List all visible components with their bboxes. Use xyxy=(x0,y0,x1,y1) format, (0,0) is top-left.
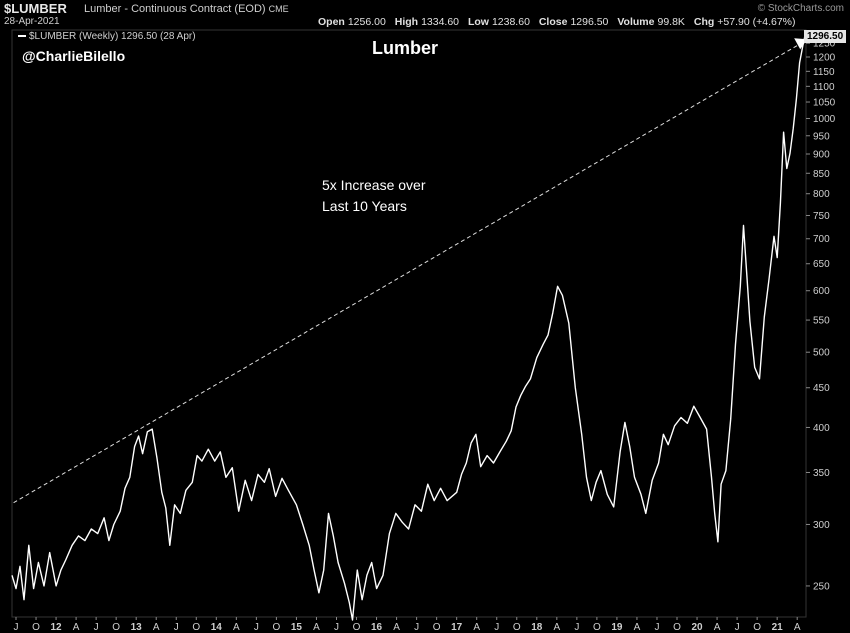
y-tick-label: 450 xyxy=(813,383,830,394)
annotation-text: 5x Increase over Last 10 Years xyxy=(322,175,426,217)
x-tick-label: A xyxy=(634,622,641,633)
annotation-line-2: Last 10 Years xyxy=(322,198,407,214)
y-tick-label: 300 xyxy=(813,520,830,531)
exchange-label: CME xyxy=(268,4,289,14)
x-tick-label: 19 xyxy=(611,622,623,633)
x-tick-label: O xyxy=(273,622,281,633)
x-tick-label: O xyxy=(353,622,361,633)
x-tick-label: O xyxy=(593,622,601,633)
ohlc-summary: Open 1256.00 High 1334.60 Low 1238.60 Close… xyxy=(318,16,796,28)
high-value: 1334.60 xyxy=(421,16,460,28)
chart-header: $LUMBER Lumber - Continuous Contract (EO… xyxy=(0,0,850,30)
description-label: Lumber - Continuous Contract (EOD) CME xyxy=(84,3,289,15)
annotation-line-1: 5x Increase over xyxy=(322,177,426,193)
symbol-label: $LUMBER xyxy=(4,1,67,16)
x-tick-label: J xyxy=(735,622,740,633)
x-tick-label: 15 xyxy=(291,622,303,633)
y-tick-label: 1000 xyxy=(813,114,836,125)
y-tick-label: 550 xyxy=(813,316,830,327)
y-tick-label: 1200 xyxy=(813,52,836,63)
x-tick-label: 12 xyxy=(51,622,63,633)
x-tick-label: A xyxy=(73,622,80,633)
legend-swatch xyxy=(18,35,26,38)
x-tick-label: O xyxy=(433,622,441,633)
x-tick-label: 14 xyxy=(211,622,223,633)
change-value: +57.90 (+4.67%) xyxy=(717,16,796,28)
y-tick-label: 250 xyxy=(813,581,830,592)
brand-label: © StockCharts.com xyxy=(757,3,844,14)
price-series-line xyxy=(11,30,807,621)
date-label: 28-Apr-2021 xyxy=(4,16,60,27)
x-tick-label: 20 xyxy=(691,622,703,633)
y-tick-label: 800 xyxy=(813,189,830,200)
x-tick-label: O xyxy=(112,622,120,633)
y-tick-label: 850 xyxy=(813,169,830,180)
x-tick-label: J xyxy=(94,622,99,633)
author-handle: @CharlieBilello xyxy=(22,48,126,64)
x-tick-label: J xyxy=(654,622,659,633)
close-value: 1296.50 xyxy=(570,16,609,28)
y-tick-label: 600 xyxy=(813,286,830,297)
x-tick-label: J xyxy=(174,622,179,633)
x-tick-label: O xyxy=(673,622,681,633)
trend-line xyxy=(13,42,802,504)
x-tick-label: J xyxy=(494,622,499,633)
x-tick-label: 16 xyxy=(371,622,383,633)
open-value: 1256.00 xyxy=(347,16,386,28)
x-tick-label: 21 xyxy=(772,622,784,633)
x-tick-label: J xyxy=(414,622,419,633)
x-tick-label: A xyxy=(313,622,320,633)
x-tick-label: A xyxy=(553,622,560,633)
y-tick-label: 1100 xyxy=(813,82,835,93)
plot-frame xyxy=(11,29,807,618)
y-tick-label: 1150 xyxy=(813,67,835,78)
y-tick-label: 400 xyxy=(813,423,830,434)
low-value: 1238.60 xyxy=(491,16,530,28)
x-tick-label: A xyxy=(153,622,160,633)
x-tick-label: J xyxy=(334,622,339,633)
x-tick-label: J xyxy=(14,622,19,633)
volume-value: 99.8K xyxy=(657,16,685,28)
x-tick-label: O xyxy=(753,622,761,633)
y-tick-label: 650 xyxy=(813,259,830,270)
x-tick-label: O xyxy=(513,622,521,633)
x-tick-label: A xyxy=(714,622,721,633)
last-price-box: 1296.50 xyxy=(804,30,847,43)
x-tick-label: 13 xyxy=(131,622,143,633)
y-tick-label: 1250 xyxy=(813,39,836,50)
x-tick-label: 18 xyxy=(531,622,543,633)
chart-title: Lumber xyxy=(372,38,439,58)
x-tick-label: A xyxy=(233,622,240,633)
y-tick-label: 700 xyxy=(813,234,830,245)
y-tick-label: 950 xyxy=(813,131,830,142)
x-tick-label: A xyxy=(794,622,801,633)
x-tick-label: J xyxy=(254,622,259,633)
x-tick-label: J xyxy=(574,622,579,633)
series-legend: $LUMBER (Weekly) 1296.50 (28 Apr) xyxy=(18,31,196,42)
x-tick-label: O xyxy=(32,622,40,633)
y-tick-label: 750 xyxy=(813,211,830,222)
x-tick-label: 17 xyxy=(451,622,463,633)
y-tick-label: 500 xyxy=(813,348,830,359)
y-tick-label: 350 xyxy=(813,468,830,479)
y-tick-label: 900 xyxy=(813,149,830,160)
y-tick-label: 1050 xyxy=(813,98,836,109)
x-tick-label: O xyxy=(192,622,200,633)
x-tick-label: A xyxy=(473,622,480,633)
x-tick-label: A xyxy=(393,622,400,633)
